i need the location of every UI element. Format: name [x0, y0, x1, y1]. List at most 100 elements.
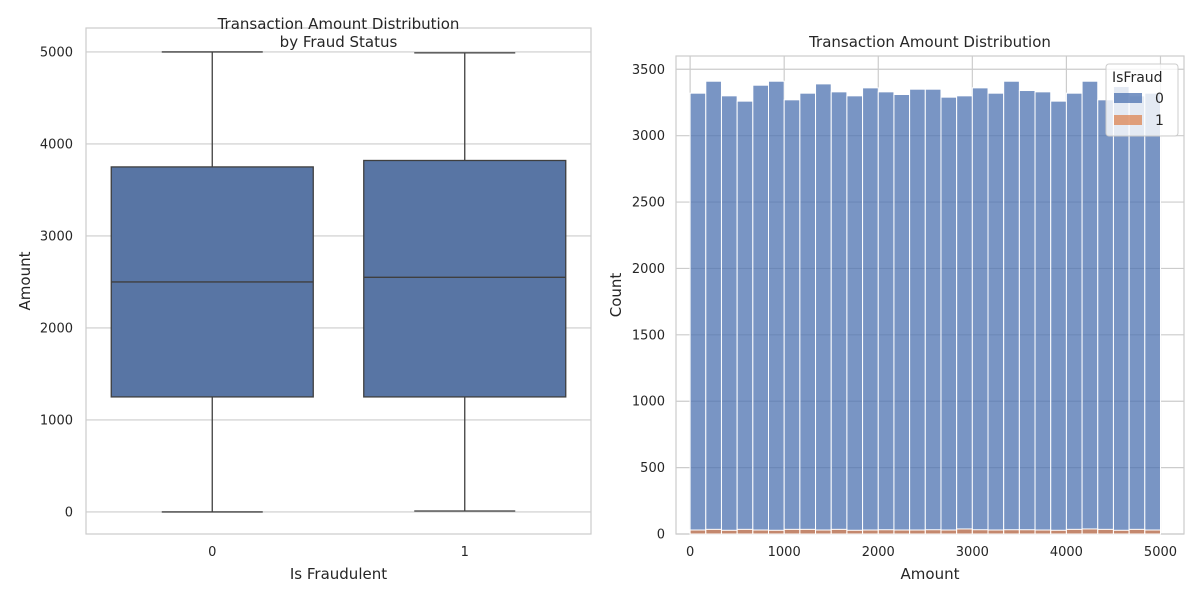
histogram-bar [815, 529, 832, 535]
histogram-bar [971, 87, 989, 535]
histogram-bar [893, 529, 911, 535]
histogram-y-tick-label: 0 [657, 528, 665, 543]
box-plot-x-tick-label: 0 [208, 545, 216, 560]
histogram-title: Transaction Amount Distribution [808, 33, 1051, 51]
histogram-bar [1144, 529, 1161, 535]
histogram-y-tick-label: 1000 [632, 395, 665, 410]
histogram-y-tick-label: 2000 [632, 262, 665, 277]
box-plot-y-tick-label: 3000 [40, 229, 73, 244]
histogram-bar [815, 83, 832, 535]
histogram-bar [909, 88, 926, 535]
histogram-bar [736, 528, 754, 535]
histogram-x-tick-label: 0 [686, 545, 694, 560]
histogram-bar [1097, 528, 1114, 535]
box-0 [110, 51, 314, 513]
histogram-bar [1003, 529, 1020, 535]
iqr-box [363, 159, 567, 398]
legend-title: IsFraud [1112, 70, 1163, 86]
histogram-bar [940, 96, 958, 535]
histogram-bar [1050, 529, 1067, 535]
box-plot-boxes [110, 51, 567, 513]
histogram-bar [924, 529, 942, 535]
box-plot-frame [85, 27, 592, 535]
box-plot-title-line-1: Transaction Amount Distribution [217, 15, 460, 33]
histogram-bar [799, 528, 817, 535]
histogram-bar [877, 91, 895, 535]
box-1 [363, 52, 567, 512]
histogram-bar [1112, 86, 1130, 535]
histogram-bar [1065, 92, 1083, 535]
histogram-bar [783, 528, 801, 535]
box-plot-x-tick-label: 1 [461, 545, 469, 560]
histogram-bar [956, 95, 973, 535]
histogram-bar [846, 529, 864, 535]
histogram-x-ticks: 0 1000 2000 3000 4000 5000 [686, 545, 1177, 560]
histogram-bar [720, 529, 738, 535]
histogram-y-tick-label: 3000 [632, 129, 665, 144]
histogram-bars [689, 80, 1161, 535]
box-plot-y-tick-label: 0 [65, 505, 73, 520]
histogram-x-tick-label: 4000 [1050, 545, 1083, 560]
histogram-bar [877, 529, 895, 535]
histogram-bar [689, 529, 707, 535]
histogram-x-tick-label: 5000 [1144, 545, 1177, 560]
histogram-bar [924, 88, 942, 535]
histogram-bar [705, 528, 722, 535]
histogram-bar [971, 529, 989, 535]
histogram-bar [1097, 99, 1114, 535]
histogram-x-tick-label: 1000 [768, 545, 801, 560]
box-plot-y-tick-label: 1000 [40, 413, 73, 428]
histogram-bar [768, 80, 785, 535]
histogram-y-tick-label: 2500 [632, 196, 665, 211]
legend-swatch-0 [1114, 93, 1142, 103]
histogram-bar [830, 91, 848, 535]
legend-label-1: 1 [1155, 113, 1164, 129]
histogram-panel: 0 500 1000 1500 2000 2500 3000 3500 0 1000 2000 30… [607, 33, 1185, 583]
histogram-y-ticks: 0 500 1000 1500 2000 2500 3000 3500 [632, 63, 665, 543]
box-plot-y-axis-label: Amount [16, 251, 34, 310]
histogram-x-tick-label: 3000 [956, 545, 989, 560]
histogram-bar [1144, 92, 1161, 535]
histogram-bar [1034, 529, 1052, 535]
histogram-bar [1081, 528, 1099, 535]
histogram-bar [909, 529, 926, 535]
histogram-bar [987, 92, 1005, 535]
histogram-bar [1050, 100, 1067, 535]
histogram-bar [1081, 80, 1099, 535]
histogram-bar [1128, 95, 1146, 535]
histogram-x-axis-label: Amount [901, 565, 960, 583]
histogram-series-1 [689, 528, 1161, 535]
legend-swatch-1 [1114, 115, 1142, 125]
histogram-bar [1128, 528, 1146, 535]
histogram-bar [846, 95, 864, 535]
histogram-bar [1003, 80, 1020, 535]
histogram-bar [705, 80, 722, 535]
histogram-bar [752, 84, 770, 535]
histogram-bar [956, 528, 973, 535]
histogram-bar [689, 92, 707, 535]
histogram-bar [940, 529, 958, 535]
histogram-bar [862, 87, 879, 535]
histogram-bar [799, 92, 817, 535]
histogram-bar [752, 529, 770, 535]
histogram-bar [1018, 90, 1036, 535]
histogram-y-tick-label: 500 [640, 461, 665, 476]
histogram-x-tick-label: 2000 [862, 545, 895, 560]
box-plot-y-ticks: 0 1000 2000 3000 4000 5000 [40, 45, 73, 520]
histogram-y-tick-label: 3500 [632, 63, 665, 78]
histogram-bar [736, 100, 754, 535]
histogram-bar [862, 529, 879, 535]
histogram-bar [783, 99, 801, 535]
histogram-y-axis-label: Count [607, 273, 625, 318]
legend-label-0: 0 [1155, 91, 1164, 107]
histogram-legend: IsFraud 0 1 [1105, 63, 1179, 137]
box-plot-title-line-2: by Fraud Status [280, 33, 398, 51]
histogram-bar [1065, 528, 1083, 535]
histogram-bar [768, 529, 785, 535]
box-plot-y-tick-label: 4000 [40, 137, 73, 152]
box-plot-y-tick-label: 2000 [40, 321, 73, 336]
histogram-y-tick-label: 1500 [632, 328, 665, 343]
